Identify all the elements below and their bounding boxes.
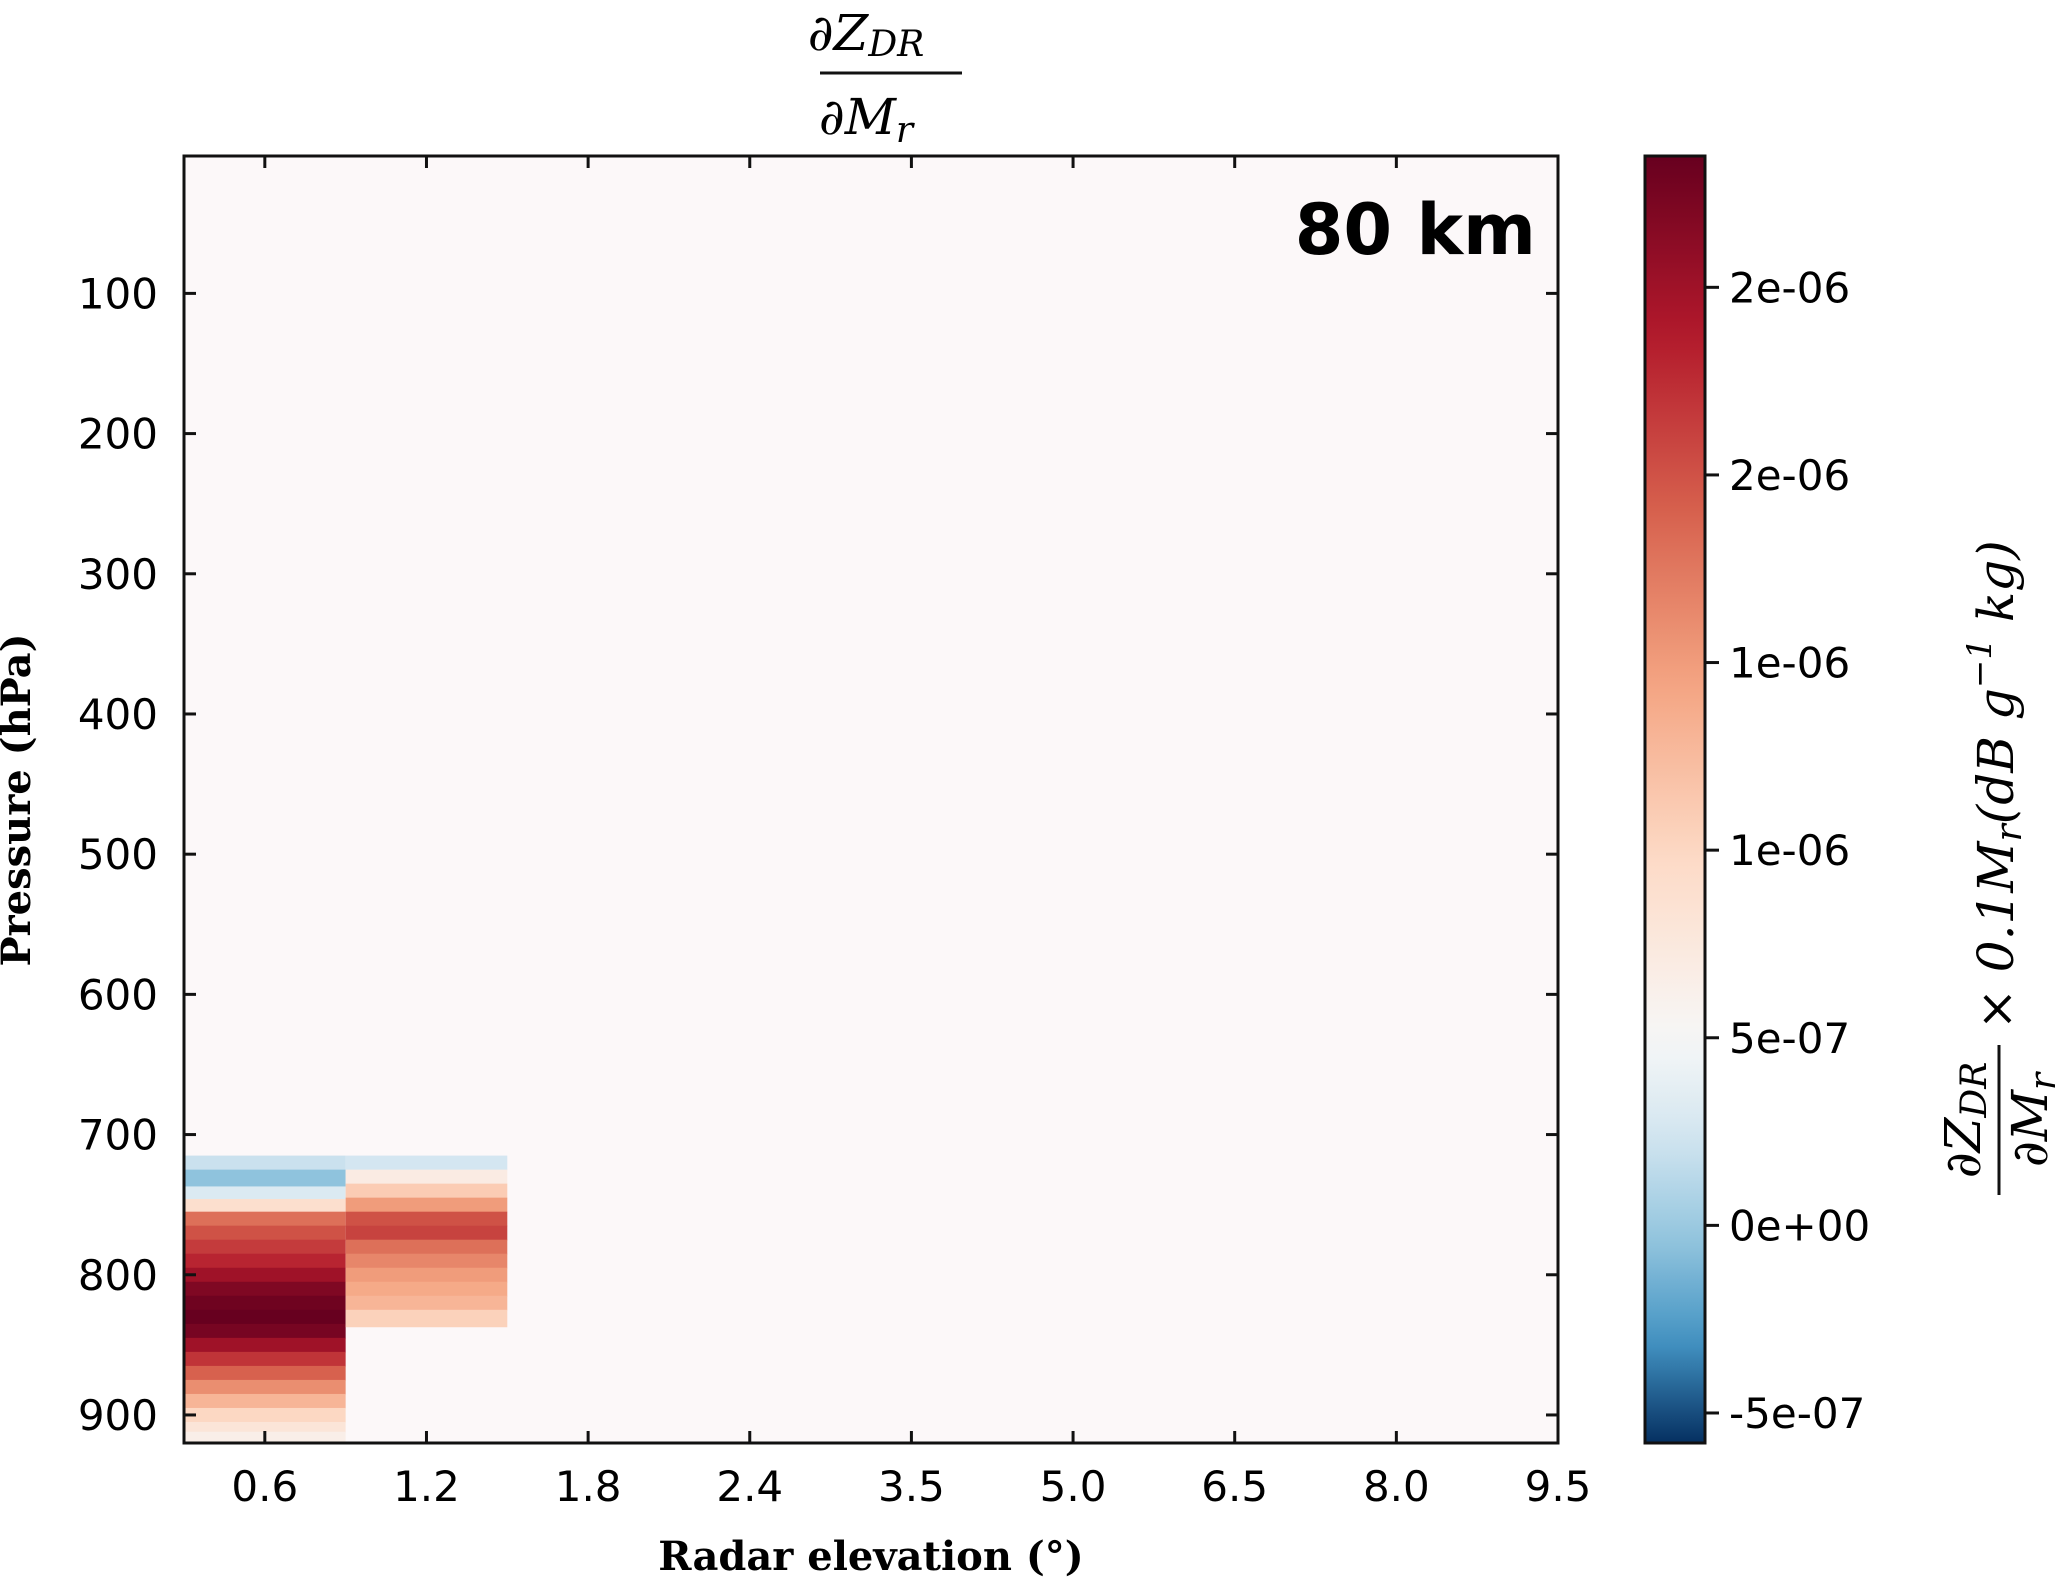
heatmap-cell (184, 1199, 346, 1213)
y-axis-label: Pressure (hPa) (0, 633, 40, 966)
y-tick-label: 300 (78, 550, 158, 599)
heatmap-cell (345, 1309, 508, 1328)
heatmap-cell (184, 1365, 346, 1381)
heatmap-cell (345, 1197, 508, 1213)
colorbar-tick-label: 2e-06 (1729, 451, 1850, 500)
heatmap-cell (345, 1211, 508, 1227)
y-axis: 100 200 300 400 500 600 700 800 900 (78, 269, 1558, 1440)
heatmap-cell (184, 1169, 346, 1188)
x-tick-label: 2.4 (716, 1462, 783, 1511)
chart-title: ∂ZDR ∂Mr (808, 4, 962, 151)
heatmap-cell (345, 1239, 508, 1255)
heatmap-cell (184, 1186, 346, 1200)
heatmap-cell (345, 1169, 508, 1185)
heatmap-cell (184, 1393, 346, 1409)
heatmap-cell (184, 1239, 346, 1255)
colorbar-label: ∂ZDR ∂Mr × 0.1Mr(dB g−1 kg) (1934, 540, 2064, 1195)
y-tick-label: 500 (78, 830, 158, 879)
y-tick-label: 700 (78, 1111, 158, 1160)
x-axis: 0.6 1.2 1.8 2.4 3.5 5.0 6.5 8.0 9.5 (231, 156, 1591, 1511)
x-tick-label: 1.2 (393, 1462, 460, 1511)
x-tick-label: 5.0 (1040, 1462, 1107, 1511)
colorbar-tick-label: -5e-07 (1729, 1389, 1865, 1438)
heatmap-cell (345, 1155, 508, 1171)
heatmap-cell (345, 1281, 508, 1297)
x-tick-label: 1.8 (555, 1462, 622, 1511)
heatmap-cell (345, 1267, 508, 1283)
colorbar-ticks: 2e-06 2e-06 1e-06 1e-06 5e-07 0e+00 -5e-07 (1705, 263, 1870, 1438)
title-numerator: ∂ZDR (808, 4, 925, 65)
y-tick-label: 900 (78, 1391, 158, 1440)
heatmap-cell (184, 1351, 346, 1367)
heatmap-cell (184, 1267, 346, 1283)
x-tick-label: 8.0 (1363, 1462, 1430, 1511)
heatmap-cell (345, 1183, 508, 1199)
title-denominator: ∂Mr (819, 88, 915, 151)
plot-frame (182, 154, 1560, 1445)
heatmap-cell (184, 1407, 346, 1423)
colorbar (1643, 154, 1707, 1445)
colorbar-tick-label: 1e-06 (1729, 639, 1850, 688)
y-tick-label: 600 (78, 970, 158, 1019)
heatmap-cell (184, 1379, 346, 1395)
heatmap-cell (345, 1225, 508, 1241)
heatmap-cell (345, 1295, 508, 1311)
heatmap-cell (184, 1309, 346, 1325)
x-tick-label: 9.5 (1525, 1462, 1592, 1511)
colorbar-label-numerator: ∂ZDR (1934, 1062, 1995, 1179)
y-tick-label: 100 (78, 269, 158, 318)
y-tick-label: 200 (78, 410, 158, 459)
heatmap-cells (184, 1155, 508, 1444)
colorbar-label-denominator: ∂Mr (2001, 1071, 2064, 1167)
x-tick-label: 6.5 (1201, 1462, 1268, 1511)
heatmap-cell (184, 1225, 346, 1241)
x-tick-label: 3.5 (878, 1462, 945, 1511)
colorbar-tick-label: 0e+00 (1729, 1201, 1870, 1250)
colorbar-tick-label: 5e-07 (1729, 1014, 1850, 1063)
heatmap-cell (184, 1211, 346, 1227)
heatmap-cell (184, 1253, 346, 1269)
heatmap-cell (184, 1155, 346, 1171)
heatmap-cell (184, 1295, 346, 1311)
heatmap-cell (184, 1421, 346, 1433)
y-tick-label: 800 (78, 1251, 158, 1300)
x-axis-label: Radar elevation (°) (658, 1533, 1083, 1580)
heatmap-cell (184, 1337, 346, 1353)
range-annotation: 80 km (1295, 189, 1536, 271)
colorbar-label-units: × 0.1Mr(dB g−1 kg) (1960, 540, 2030, 1030)
colorbar-tick-label: 1e-06 (1729, 826, 1850, 875)
colorbar-tick-label: 2e-06 (1729, 263, 1850, 312)
y-tick-label: 400 (78, 690, 158, 739)
x-tick-label: 0.6 (231, 1462, 298, 1511)
heatmap-cell (184, 1281, 346, 1297)
heatmap-cell (345, 1253, 508, 1269)
heatmap-cell (184, 1323, 346, 1339)
